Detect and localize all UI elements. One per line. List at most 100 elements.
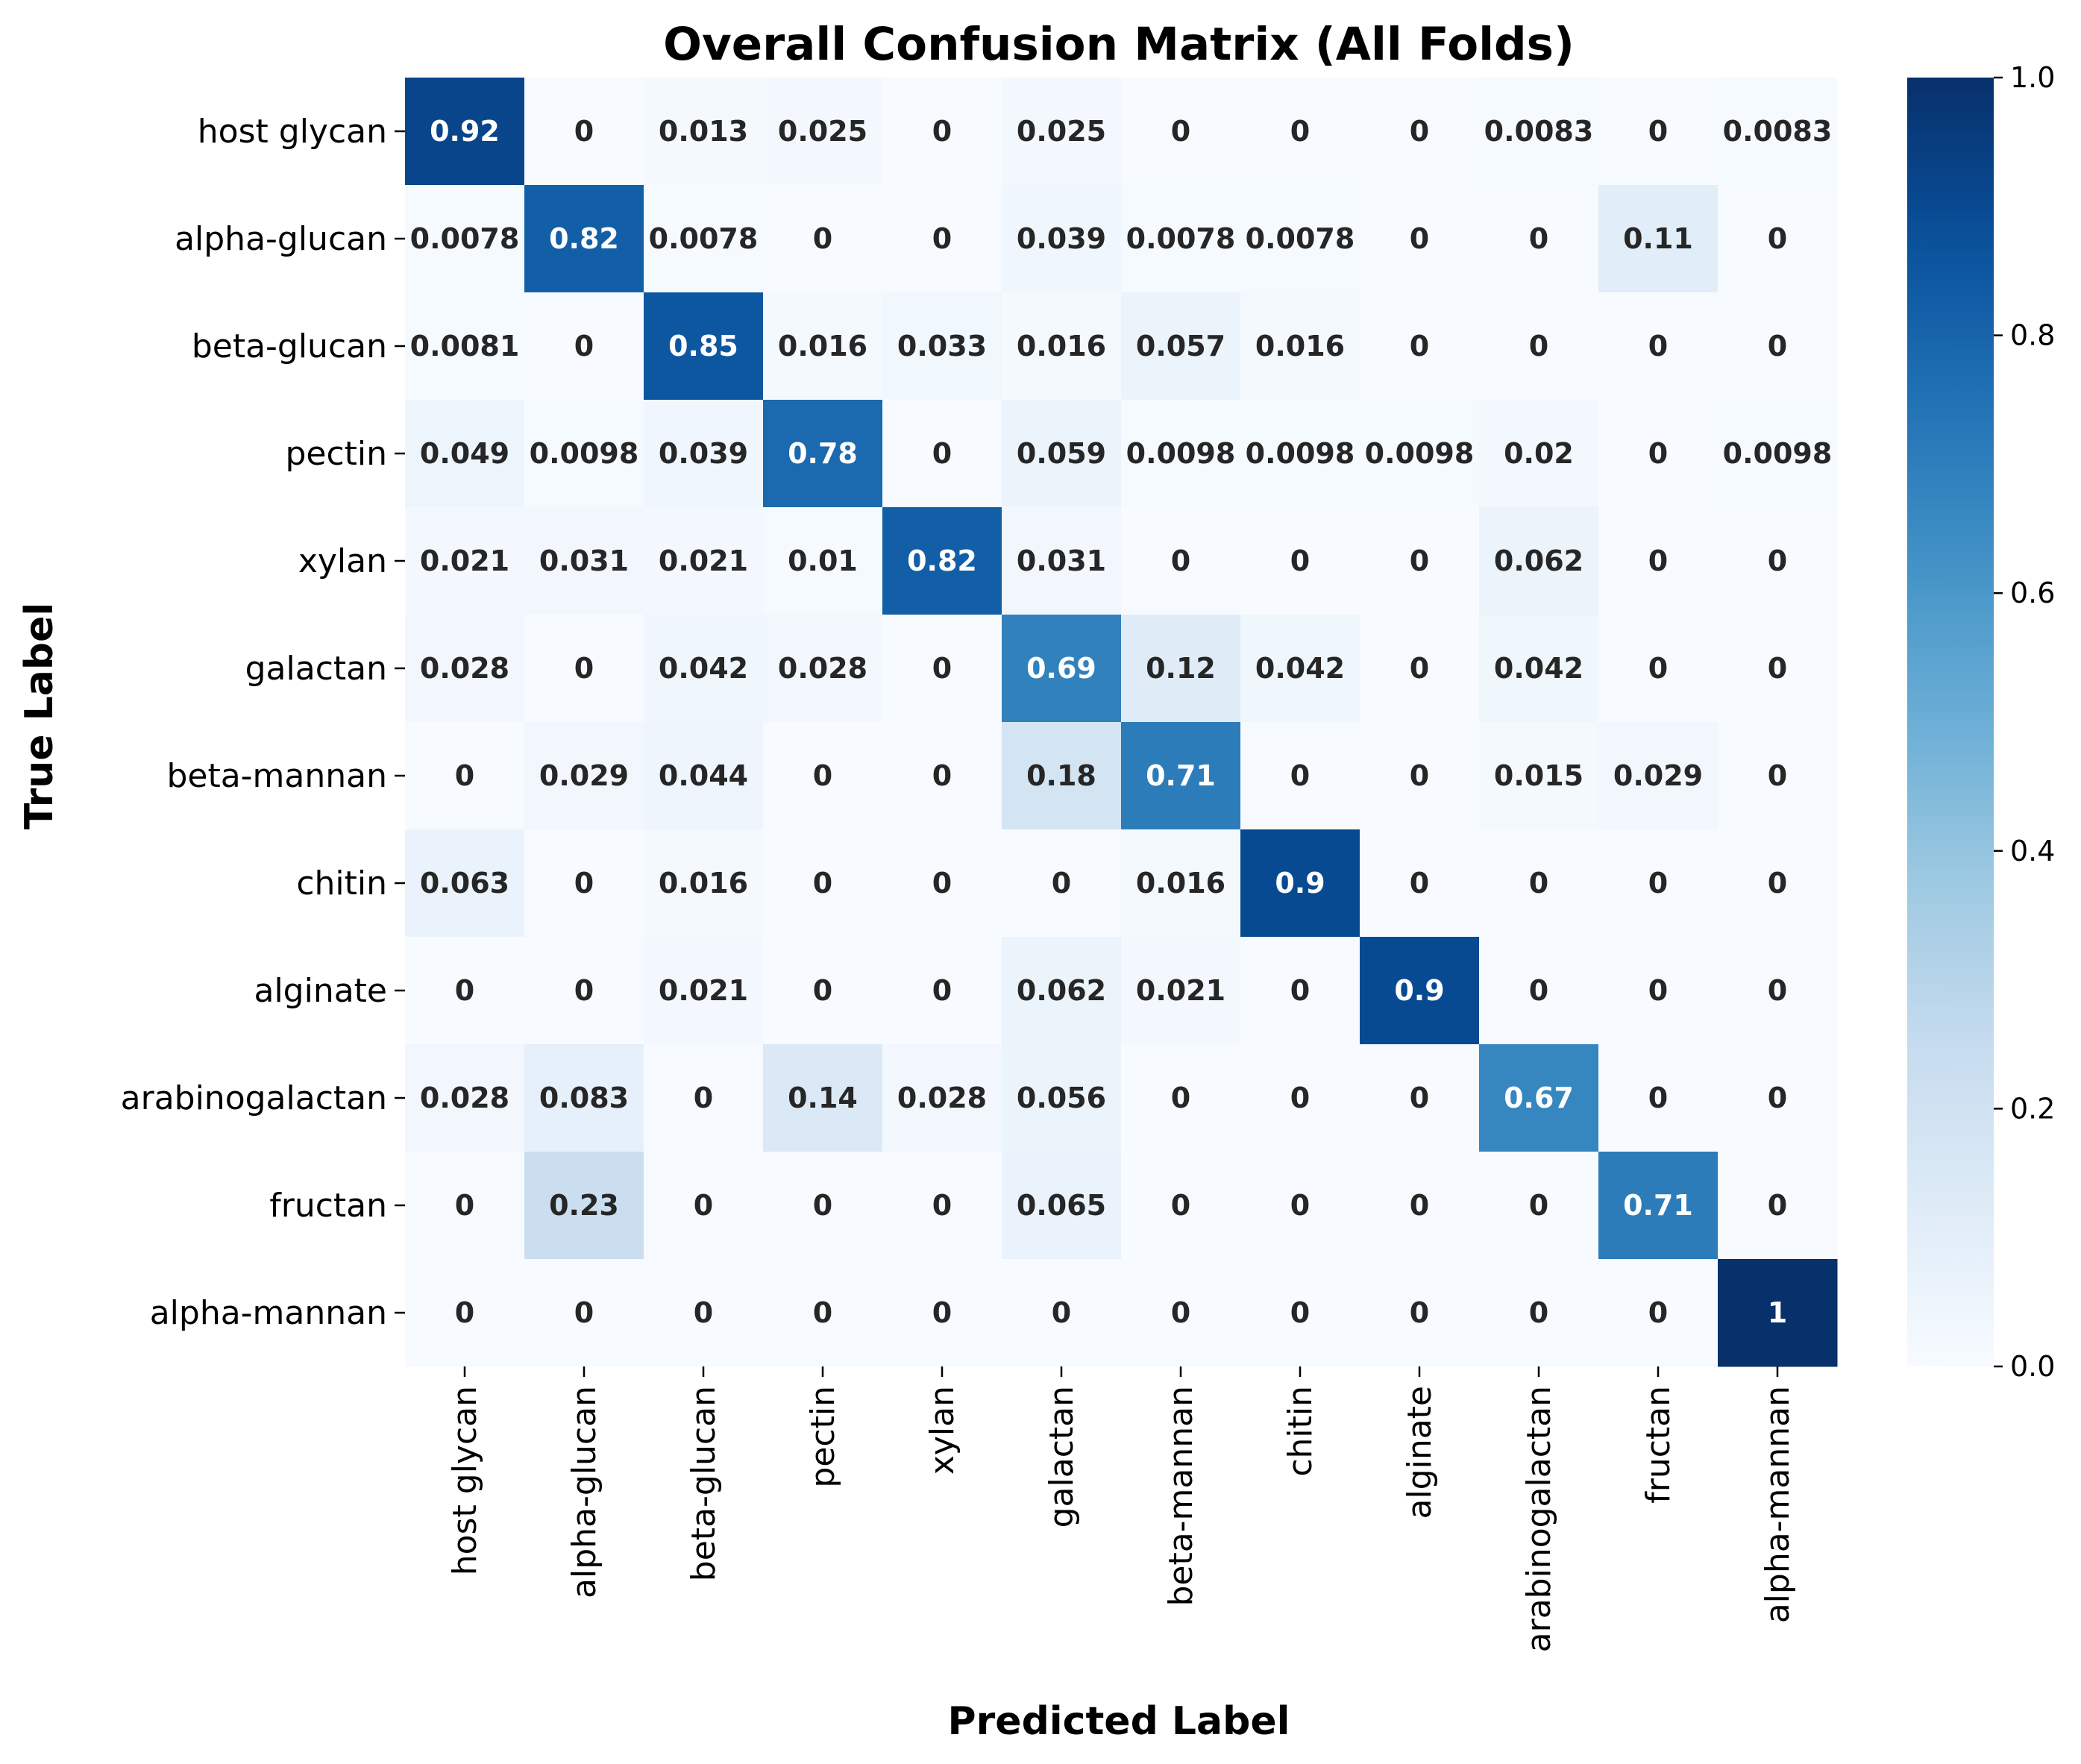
cell-value-label: 0.67 <box>1504 1082 1574 1114</box>
heatmap-cell <box>763 615 883 723</box>
cell-value-label: 0 <box>813 759 832 792</box>
heatmap-cell <box>1360 78 1480 186</box>
cell-value-label: 0 <box>1529 974 1548 1007</box>
y-tick-label: alginate <box>254 972 387 1010</box>
x-tick-label: alpha-mannan <box>1759 1386 1797 1623</box>
cell-value-label: 0 <box>1171 115 1190 148</box>
heatmap-cell <box>405 722 525 830</box>
heatmap-cell <box>644 185 764 293</box>
cell-value-label: 0 <box>1529 222 1548 255</box>
cell-value-label: 0 <box>694 1296 713 1329</box>
heatmap-cell <box>1360 1044 1480 1152</box>
cell-value-label: 0 <box>932 222 952 255</box>
heatmap-cell <box>1598 1152 1719 1260</box>
heatmap-cell <box>763 507 883 615</box>
cell-value-label: 0 <box>932 759 952 792</box>
heatmap-cell <box>1002 507 1122 615</box>
heatmap-cell <box>1718 1152 1838 1260</box>
heatmap-cell <box>1598 507 1719 615</box>
heatmap-cell <box>524 507 644 615</box>
heatmap-cell <box>1002 78 1122 186</box>
cell-value-label: 0 <box>1410 222 1429 255</box>
cell-value-label: 0 <box>1768 222 1787 255</box>
heatmap-cell <box>644 1259 764 1367</box>
cell-value-label: 0.0078 <box>649 222 759 255</box>
cell-value-label: 0 <box>1768 1189 1787 1222</box>
heatmap-cell <box>644 78 764 186</box>
heatmap-cell <box>763 400 883 508</box>
heatmap-cell <box>763 1044 883 1152</box>
heatmap-cell <box>1598 722 1719 830</box>
heatmap-cell <box>1002 1044 1122 1152</box>
heatmap-cell <box>1121 185 1241 293</box>
cell-value-label: 0 <box>1171 1189 1190 1222</box>
x-tick-label: beta-glucan <box>685 1386 723 1581</box>
heatmap-cell <box>763 829 883 938</box>
heatmap-cell <box>882 722 1002 830</box>
heatmap-cell <box>882 937 1002 1045</box>
cell-value-label: 0 <box>813 1296 832 1329</box>
cell-value-label: 0.9 <box>1275 867 1325 900</box>
cell-value-label: 0.021 <box>1136 974 1225 1007</box>
colorbar-tick-label: 0.2 <box>2010 1092 2055 1125</box>
heatmap-cell <box>882 1259 1002 1367</box>
heatmap-cell <box>644 400 764 508</box>
heatmap-cell <box>644 292 764 401</box>
cell-value-label: 0.062 <box>1494 544 1583 577</box>
heatmap-cell <box>1002 185 1122 293</box>
cell-value-label: 0.059 <box>1017 437 1106 470</box>
cell-value-label: 1 <box>1768 1296 1787 1329</box>
cell-value-label: 0 <box>1529 330 1548 362</box>
cell-value-label: 0.0078 <box>1126 222 1236 255</box>
heatmap-cell <box>1360 829 1480 938</box>
heatmap-cell <box>763 292 883 401</box>
x-tick-label: arabinogalactan <box>1520 1386 1558 1652</box>
cell-value-label: 0 <box>932 437 952 470</box>
heatmap-cell <box>1240 400 1360 508</box>
heatmap-cell <box>1479 507 1599 615</box>
cell-value-label: 0 <box>1410 115 1429 148</box>
cell-value-label: 0.0098 <box>1246 437 1355 470</box>
heatmap-cell <box>1718 1259 1838 1367</box>
cell-value-label: 0.033 <box>897 330 987 362</box>
heatmap-cell <box>1121 722 1241 830</box>
cell-value-label: 0.042 <box>1494 652 1583 685</box>
heatmap-cell <box>1360 1259 1480 1367</box>
cell-value-label: 0.083 <box>539 1082 629 1114</box>
cell-value-label: 0 <box>455 974 474 1007</box>
cell-value-label: 0 <box>1648 544 1668 577</box>
heatmap-cell <box>1240 292 1360 401</box>
cell-value-label: 0.049 <box>420 437 509 470</box>
cell-value-label: 0 <box>1648 652 1668 685</box>
heatmap-cell <box>524 1259 644 1367</box>
cell-value-label: 0 <box>1410 652 1429 685</box>
heatmap-cell <box>1121 615 1241 723</box>
cell-value-label: 0.0098 <box>1126 437 1236 470</box>
y-axis-title: True Label <box>17 603 62 829</box>
cell-value-label: 0 <box>455 1296 474 1329</box>
cell-value-label: 0 <box>932 974 952 1007</box>
cell-value-label: 0 <box>813 1189 832 1222</box>
cell-value-label: 0.013 <box>659 115 748 148</box>
cell-value-label: 0 <box>1768 330 1787 362</box>
cell-value-label: 0 <box>1768 974 1787 1007</box>
heatmap-cell <box>524 400 644 508</box>
heatmap-cell <box>524 829 644 938</box>
heatmap-cell <box>1479 615 1599 723</box>
heatmap-cell <box>882 1152 1002 1260</box>
heatmap-cell <box>1240 937 1360 1045</box>
cell-value-label: 0.92 <box>430 115 500 148</box>
heatmap-cell <box>644 937 764 1045</box>
heatmap-cell <box>763 185 883 293</box>
cell-value-label: 0 <box>574 974 594 1007</box>
heatmap-cell <box>1718 185 1838 293</box>
cell-value-label: 0.0078 <box>1246 222 1355 255</box>
heatmap-cell <box>1718 292 1838 401</box>
heatmap-cell <box>1121 937 1241 1045</box>
cell-value-label: 0.0083 <box>1723 115 1833 148</box>
cell-value-label: 0 <box>694 1082 713 1114</box>
cell-value-label: 0 <box>1648 867 1668 900</box>
heatmap-cell <box>1121 1044 1241 1152</box>
chart-title: Overall Confusion Matrix (All Folds) <box>663 18 1575 71</box>
cell-value-label: 0 <box>1290 115 1310 148</box>
